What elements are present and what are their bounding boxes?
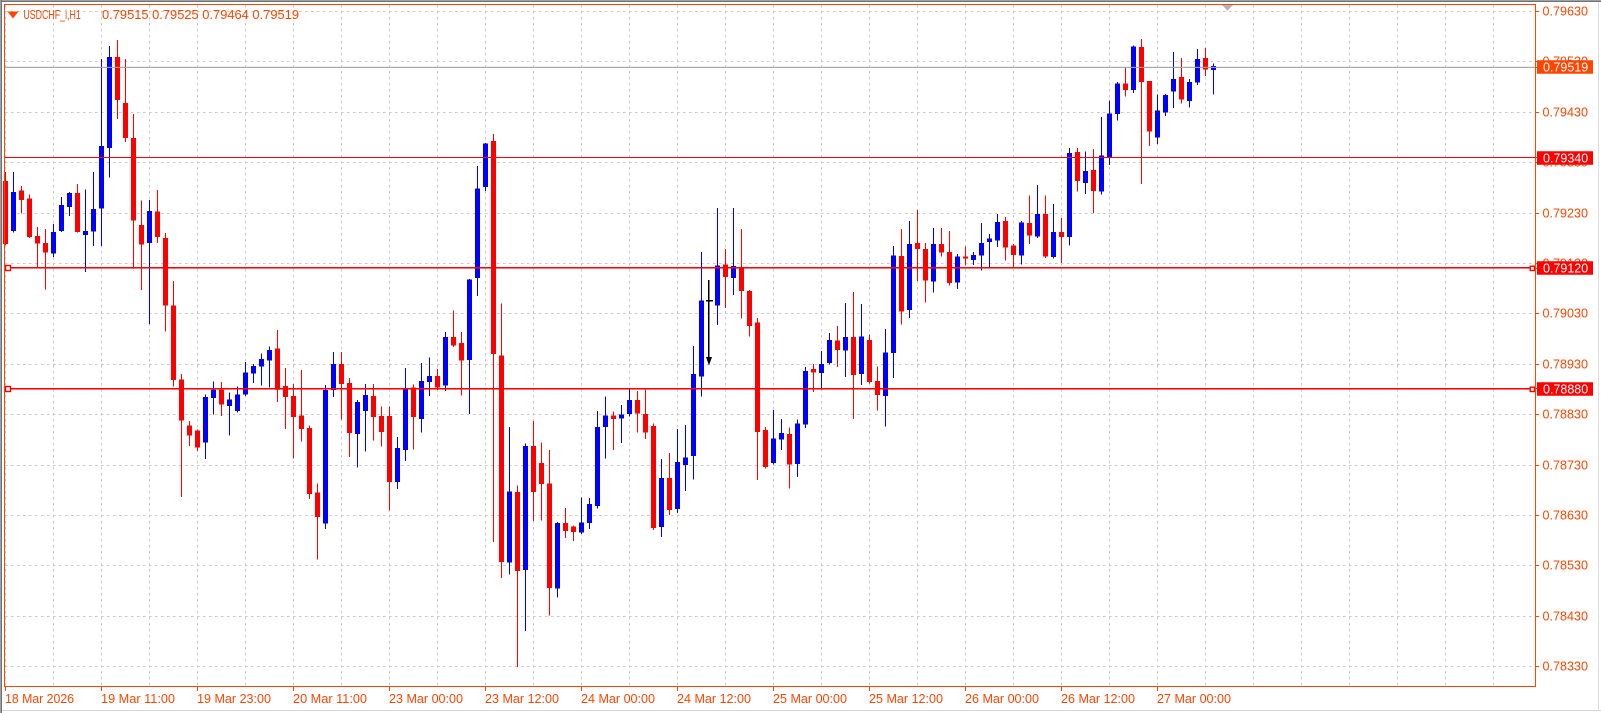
svg-text:0.78630: 0.78630 xyxy=(1543,507,1589,522)
svg-text:0.78730: 0.78730 xyxy=(1543,457,1589,472)
svg-text:0.79230: 0.79230 xyxy=(1543,205,1589,220)
svg-text:18 Mar 2026: 18 Mar 2026 xyxy=(5,692,74,706)
svg-text:26 Mar 00:00: 26 Mar 00:00 xyxy=(965,692,1039,706)
svg-text:24 Mar 00:00: 24 Mar 00:00 xyxy=(581,692,655,706)
svg-text:19 Mar 11:00: 19 Mar 11:00 xyxy=(101,692,175,706)
svg-text:27 Mar 00:00: 27 Mar 00:00 xyxy=(1157,692,1231,706)
svg-text:0.79630: 0.79630 xyxy=(1543,3,1589,18)
svg-text:25 Mar 00:00: 25 Mar 00:00 xyxy=(773,692,847,706)
svg-text:20 Mar 11:00: 20 Mar 11:00 xyxy=(293,692,367,706)
svg-text:25 Mar 12:00: 25 Mar 12:00 xyxy=(869,692,943,706)
svg-text:0.78430: 0.78430 xyxy=(1543,608,1589,623)
svg-text:0.78330: 0.78330 xyxy=(1543,658,1589,673)
svg-text:23 Mar 00:00: 23 Mar 00:00 xyxy=(389,692,463,706)
svg-text:0.79340: 0.79340 xyxy=(1543,150,1588,165)
svg-text:0.78880: 0.78880 xyxy=(1543,381,1588,396)
svg-text:24 Mar 12:00: 24 Mar 12:00 xyxy=(677,692,751,706)
svg-text:0.79515 0.79525 0.79464 0.7951: 0.79515 0.79525 0.79464 0.79519 xyxy=(102,7,299,22)
svg-text:USDCHF_i,H1: USDCHF_i,H1 xyxy=(23,7,80,22)
svg-text:0.78830: 0.78830 xyxy=(1543,406,1589,421)
svg-text:0.78530: 0.78530 xyxy=(1543,557,1589,572)
svg-text:23 Mar 12:00: 23 Mar 12:00 xyxy=(485,692,559,706)
svg-text:0.79120: 0.79120 xyxy=(1543,260,1588,275)
svg-text:0.79519: 0.79519 xyxy=(1543,59,1588,74)
svg-text:0.79030: 0.79030 xyxy=(1543,305,1589,320)
svg-text:19 Mar 23:00: 19 Mar 23:00 xyxy=(197,692,271,706)
svg-text:26 Mar 12:00: 26 Mar 12:00 xyxy=(1061,692,1135,706)
svg-text:0.78930: 0.78930 xyxy=(1543,356,1589,371)
svg-text:0.79430: 0.79430 xyxy=(1543,104,1589,119)
